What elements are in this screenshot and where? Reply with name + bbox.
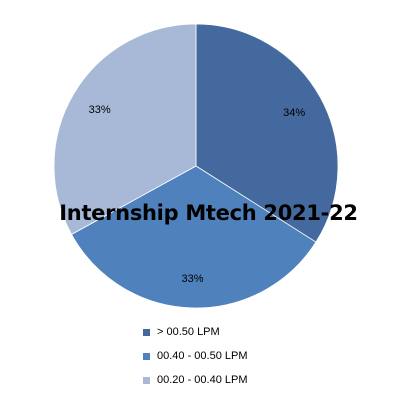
data-label: 33% [89, 104, 111, 116]
legend-swatch [143, 328, 150, 336]
pie-slice [53, 23, 197, 235]
legend: > 00.50 LPM 00.40 - 00.50 LPM 00.20 - 00… [143, 320, 248, 392]
pie-slice [71, 165, 317, 309]
legend-item: 00.40 - 00.50 LPM [143, 344, 248, 368]
legend-swatch [143, 352, 150, 360]
legend-item: > 00.50 LPM [143, 320, 248, 344]
legend-swatch [143, 376, 150, 384]
data-label: 34% [283, 107, 305, 119]
legend-label: > 00.50 LPM [157, 326, 220, 338]
pie-slice [195, 23, 339, 243]
legend-label: 00.20 - 00.40 LPM [157, 374, 248, 386]
data-label: 33% [181, 273, 203, 285]
legend-item: 00.20 - 00.40 LPM [143, 368, 248, 392]
legend-label: 00.40 - 00.50 LPM [157, 350, 248, 362]
